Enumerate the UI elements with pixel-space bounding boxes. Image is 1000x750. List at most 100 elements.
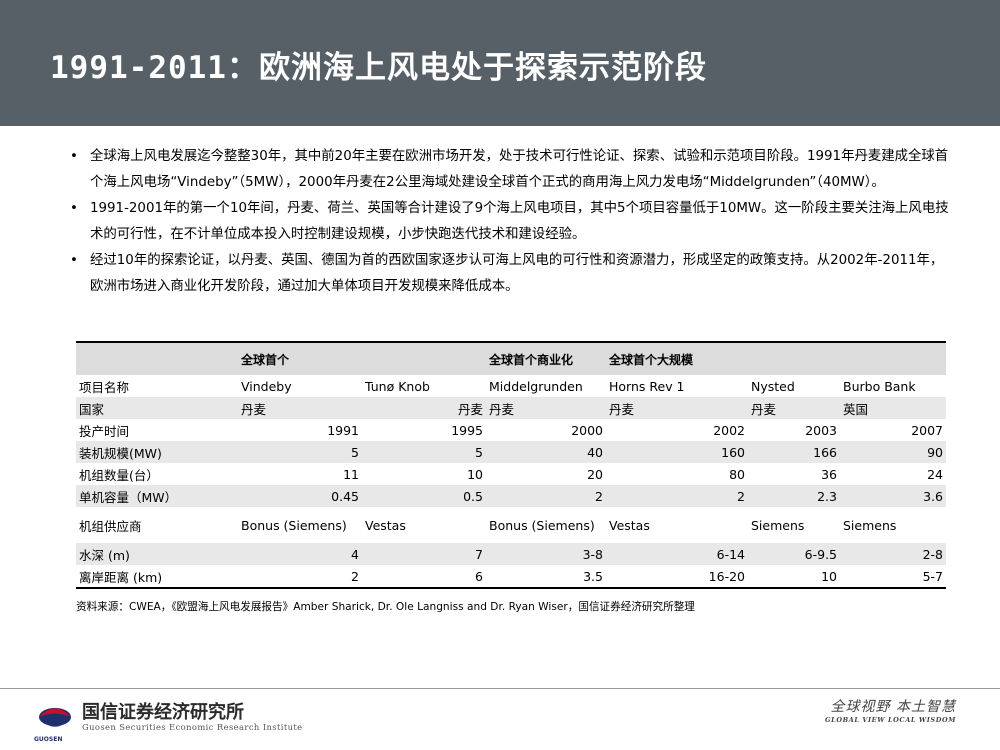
table-cell: Vestas [365,517,406,533]
table-cell: 英国 [840,397,946,419]
table-cell: 166 [748,441,840,463]
table-header-cell [362,341,486,375]
table-cell: 36 [821,466,837,482]
row-label: 水深 (m) [76,543,238,565]
row-label: 投产时间 [79,423,130,439]
table-cell: 3.6 [840,485,946,507]
row-label: 国家 [76,397,238,419]
table-cell: 6-9.5 [748,543,840,565]
table-cell: 3.5 [486,565,606,589]
table-cell: Siemens [843,517,897,533]
bullet-item: • 1991-2001年的第一个10年间，丹麦、荷兰、英国等合计建设了9个海上风电… [70,196,950,248]
table-row: 机组数量(台） 11 10 20 80 36 24 [76,463,946,485]
table-cell: 2 [486,485,606,507]
table-cell: 6 [362,565,486,589]
project-table: 全球首个 全球首个商业化 全球首个大规模 项目名称 Vindeby Tunø K… [76,341,946,589]
table-row: 水深 (m) 4 7 3-8 6-14 6-9.5 2-8 [76,543,946,565]
bullet-list: • 全球海上风电发展迄今整整30年，其中前20年主要在欧洲市场开发，处于技术可行性… [70,144,950,300]
slogan-english: GLOBAL VIEW LOCAL WISDOM [825,716,956,724]
row-label: 装机规模(MW) [76,441,238,463]
table-cell: 2007 [911,422,943,438]
table-row: 投产时间 1991 1995 2000 2002 2003 2007 [76,419,946,441]
table-cell: 160 [606,441,748,463]
guosen-logo-icon [39,708,71,727]
table-cell: 1995 [451,422,483,438]
table-header-cell [76,341,238,375]
table-cell: Vestas [609,517,650,533]
table-cell: 40 [486,441,606,463]
table-header-cell [840,341,946,375]
bullet-item: • 经过10年的探索论证，以丹麦、英国、德国为首的西欧国家逐步认可海上风电的可行性… [70,248,950,300]
table-cell: 90 [840,441,946,463]
table-cell: 0.5 [362,485,486,507]
table-cell: 丹麦 [748,397,840,419]
table-row: 机组供应商 Bonus (Siemens) Vestas Bonus (Siem… [76,507,946,543]
row-label: 机组数量(台） [79,467,159,483]
footer-divider [0,688,1000,689]
table-cell: 1991 [327,422,359,438]
table-cell: 丹麦 [238,397,362,419]
org-name-english: Guosen Securities Economic Research Inst… [82,722,303,732]
table-header-cell [748,341,840,375]
bullet-text: 1991-2001年的第一个10年间，丹麦、荷兰、英国等合计建设了9个海上风电项… [90,201,949,242]
table-cell: 丹麦 [362,397,486,419]
table-cell: 7 [362,543,486,565]
table-cell: 4 [238,543,362,565]
project-table-container: 全球首个 全球首个商业化 全球首个大规模 项目名称 Vindeby Tunø K… [76,341,946,589]
table-cell: Middelgrunden [489,378,583,394]
table-header-cell: 全球首个 [238,341,362,375]
table-header-row: 全球首个 全球首个商业化 全球首个大规模 [76,341,946,375]
bullet-dot-icon: • [70,201,78,216]
table-cell: 5-7 [840,565,946,589]
page-title: 1991-2011：欧洲海上风电处于探索示范阶段 [50,50,707,86]
table-cell: Nysted [751,378,795,394]
table-cell: Burbo Bank [843,378,916,394]
bullet-text: 经过10年的探索论证，以丹麦、英国、德国为首的西欧国家逐步认可海上风电的可行性和… [90,253,944,294]
row-label: 项目名称 [79,379,130,395]
bullet-dot-icon: • [70,253,78,268]
table-cell: 2003 [805,422,837,438]
table-cell: 80 [729,466,745,482]
row-label: 机组供应商 [79,518,142,534]
table-cell: Siemens [751,517,805,533]
table-cell: Vindeby [241,378,292,394]
table-cell: 11 [343,466,359,482]
table-cell: Horns Rev 1 [609,378,685,394]
source-note: 资料来源：CWEA，《欧盟海上风电发展报告》Amber Sharick, Dr.… [76,601,695,613]
row-label: 单机容量（MW） [76,485,238,507]
table-header-cell: 全球首个商业化 [486,341,606,375]
row-label: 离岸距离 (km) [76,565,238,589]
table-cell: 10 [748,565,840,589]
table-cell: 2.3 [748,485,840,507]
table-cell: 16-20 [606,565,748,589]
title-banner: 1991-2011：欧洲海上风电处于探索示范阶段 [0,0,1000,126]
table-cell: 5 [362,441,486,463]
bullet-text: 全球海上风电发展迄今整整30年，其中前20年主要在欧洲市场开发，处于技术可行性论… [90,149,949,190]
table-cell: 3-8 [486,543,606,565]
bullet-item: • 全球海上风电发展迄今整整30年，其中前20年主要在欧洲市场开发，处于技术可行性… [70,144,950,196]
table-cell: 2-8 [840,543,946,565]
table-cell: 10 [467,466,483,482]
table-cell: Bonus (Siemens) [489,517,595,533]
table-cell: 2002 [713,422,745,438]
table-cell: Bonus (Siemens) [241,517,347,533]
bullet-dot-icon: • [70,149,78,164]
table-row: 装机规模(MW) 5 5 40 160 166 90 [76,441,946,463]
table-cell: 2000 [571,422,603,438]
table-cell: Tunø Knob [365,378,430,394]
slogan: 全球视野 本土智慧 [830,699,956,715]
table-header-cell: 全球首个大规模 [606,341,748,375]
table-cell: 2 [238,565,362,589]
table-cell: 丹麦 [606,397,748,419]
org-name: 国信证券经济研究所 [82,702,244,723]
table-cell: 丹麦 [486,397,606,419]
table-cell: 24 [927,466,943,482]
table-cell: 0.45 [238,485,362,507]
table-row: 项目名称 Vindeby Tunø Knob Middelgrunden Hor… [76,375,946,397]
table-row: 国家 丹麦 丹麦 丹麦 丹麦 丹麦 英国 [76,397,946,419]
table-cell: 2 [606,485,748,507]
table-cell: 6-14 [606,543,748,565]
logo-wordmark: GUOSEN [34,736,63,743]
table-row: 单机容量（MW） 0.45 0.5 2 2 2.3 3.6 [76,485,946,507]
table-cell: 20 [587,466,603,482]
